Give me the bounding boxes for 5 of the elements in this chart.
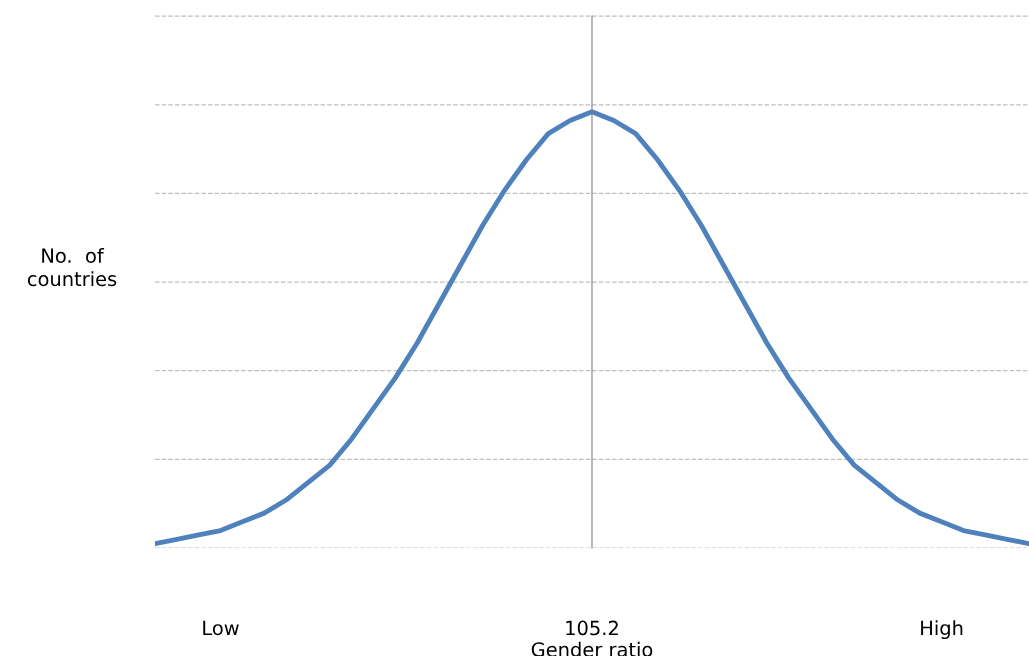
- x-tick-label: High: [921, 620, 963, 640]
- x-axis-title: Gender ratio: [531, 641, 653, 656]
- x-tick-label: Low: [203, 620, 239, 636]
- x-tick-label: 105.2: [566, 620, 618, 636]
- y-axis-title: No. of countries: [27, 247, 117, 287]
